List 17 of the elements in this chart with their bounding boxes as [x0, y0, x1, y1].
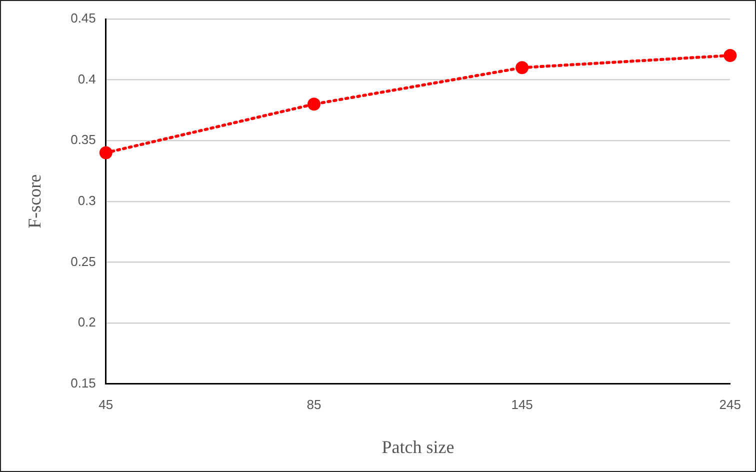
- point: [516, 61, 529, 74]
- x-tick-label: 145: [511, 397, 533, 412]
- x-tick-label: 45: [98, 397, 114, 412]
- y-tick-label: 0.2: [78, 314, 96, 330]
- y-tick-label: 0.15: [70, 375, 96, 390]
- point: [99, 146, 112, 160]
- point: [724, 48, 737, 62]
- y-tick-label: 0.3: [78, 192, 96, 208]
- y-tick-label: 0.35: [70, 132, 96, 148]
- x-tick-label: 85: [306, 397, 322, 412]
- y-tick-label: 0.25: [70, 254, 96, 269]
- y-tick-label: 0.4: [78, 71, 96, 86]
- y-tick-label: 0.45: [70, 10, 96, 26]
- x-axis-title: Patch size: [382, 436, 454, 457]
- point: [307, 98, 320, 111]
- x-tick-label: 245: [719, 397, 742, 412]
- y-axis-title: F-score: [24, 174, 45, 228]
